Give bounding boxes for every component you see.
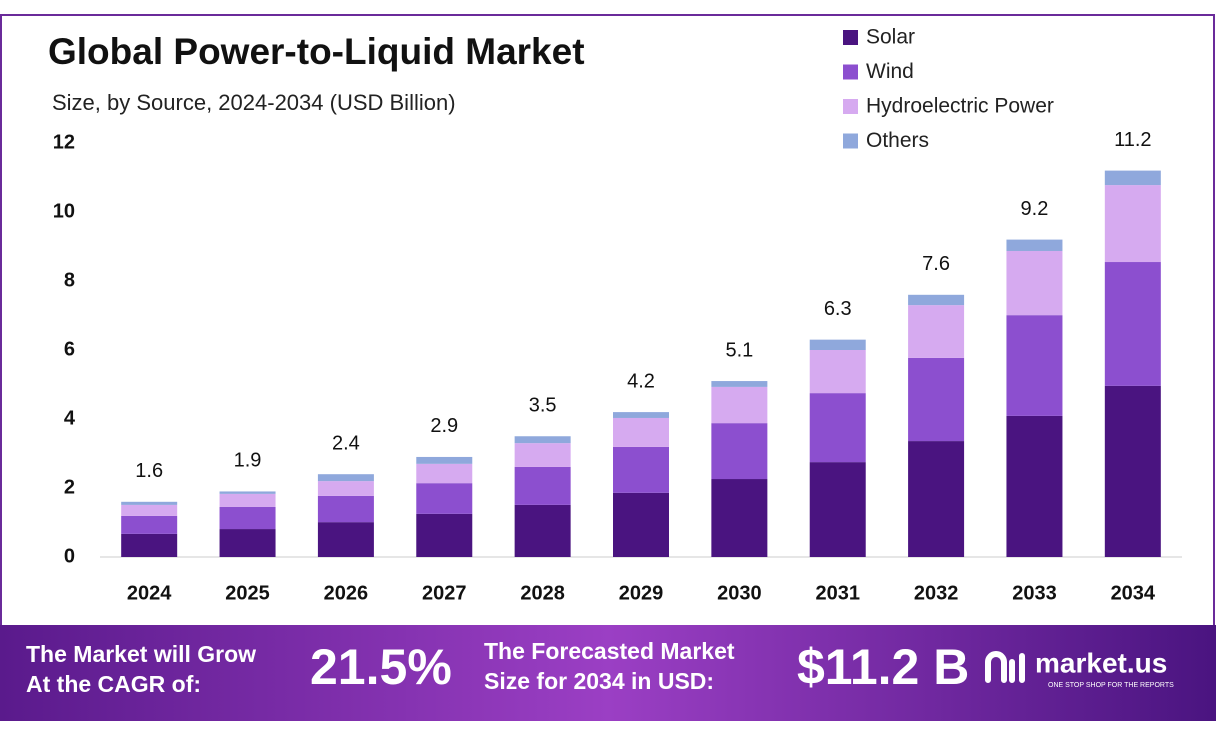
bar-segment — [908, 294, 965, 306]
bar-segment — [416, 483, 473, 514]
bar-segment — [416, 456, 473, 464]
bar-segment — [1006, 415, 1063, 557]
bar-segment — [514, 443, 571, 467]
bar-segment — [121, 515, 178, 534]
bar-segment — [121, 504, 178, 516]
total-label: 1.6 — [135, 460, 163, 482]
bar-segment — [514, 436, 571, 444]
brand: market.us — [1035, 647, 1167, 678]
bar-segment — [711, 479, 768, 557]
bar-segment — [317, 481, 374, 496]
bar-segment — [809, 339, 866, 350]
bar-segment — [809, 393, 866, 463]
bar-segment — [613, 417, 669, 447]
bar-segment — [1006, 315, 1063, 416]
bar-segment — [809, 462, 866, 557]
legend-label: Others — [866, 129, 929, 152]
x-tick-label: 2032 — [914, 582, 959, 604]
x-tick-label: 2028 — [520, 582, 565, 604]
chart-subtitle: Size, by Source, 2024-2034 (USD Billion) — [52, 90, 456, 115]
x-tick-label: 2031 — [815, 582, 860, 604]
total-label: 7.6 — [922, 253, 950, 275]
y-tick-label: 4 — [64, 407, 76, 429]
total-label: 5.1 — [725, 339, 753, 361]
legend-swatch — [843, 99, 858, 114]
bar-segment — [908, 441, 965, 557]
bar-segment — [219, 506, 276, 530]
cagr-text: At the CAGR of: — [26, 671, 201, 697]
bar-segment — [1104, 262, 1161, 386]
tagline: ONE STOP SHOP FOR THE REPORTS — [1048, 682, 1174, 689]
bar-segment — [809, 350, 866, 394]
bar-segment — [908, 357, 965, 442]
total-label: 2.4 — [332, 432, 360, 454]
x-tick-label: 2027 — [422, 582, 467, 604]
chart-title: Global Power-to-Liquid Market — [48, 31, 585, 72]
x-tick-label: 2030 — [717, 582, 762, 604]
bar-segment — [711, 423, 768, 480]
forecast-text: The Forecasted Market — [484, 638, 735, 664]
bar-segment — [711, 386, 768, 424]
x-tick-label: 2029 — [619, 582, 664, 604]
legend-swatch — [843, 64, 858, 80]
x-tick-label: 2025 — [225, 582, 270, 604]
bar-segment — [317, 474, 374, 482]
bar-segment — [613, 492, 669, 557]
bar-segment — [613, 446, 669, 493]
bar-segment — [219, 529, 276, 557]
x-tick-label: 2033 — [1012, 582, 1057, 604]
x-tick-label: 2024 — [127, 582, 172, 604]
bar-segment — [613, 412, 669, 418]
bar-segment — [317, 495, 374, 523]
bar-segment — [1104, 385, 1161, 557]
bar-segment — [219, 493, 276, 507]
brand-icon — [985, 651, 1025, 683]
cagr-text: The Market will Grow — [26, 641, 256, 667]
bar-segment — [908, 305, 965, 358]
total-label: 2.9 — [430, 415, 458, 437]
legend-swatch — [843, 133, 858, 149]
total-label: 4.2 — [627, 370, 655, 392]
bar-segment — [219, 491, 276, 494]
y-tick-label: 8 — [64, 269, 75, 291]
bar-segment — [416, 513, 473, 557]
bar-segment — [514, 504, 571, 557]
bar-segment — [1104, 170, 1161, 186]
cagr-value: 21.5% — [310, 639, 452, 695]
bar-segment — [416, 463, 473, 484]
bar-segment — [514, 466, 571, 505]
bar-segment — [121, 501, 178, 505]
forecast-text: Size for 2034 in USD: — [484, 668, 714, 694]
total-label: 1.9 — [234, 450, 262, 472]
legend-label: Hydroelectric Power — [866, 95, 1054, 118]
legend-swatch — [843, 30, 858, 45]
y-tick-label: 0 — [64, 545, 75, 567]
legend-label: Wind — [866, 60, 914, 83]
bar-segment — [1006, 239, 1063, 251]
y-tick-label: 10 — [53, 200, 75, 222]
y-tick-label: 12 — [53, 131, 75, 153]
total-label: 9.2 — [1021, 198, 1049, 220]
x-tick-label: 2034 — [1111, 582, 1156, 604]
total-label: 6.3 — [824, 298, 852, 320]
total-label: 3.5 — [529, 395, 557, 417]
total-label: 11.2 — [1114, 129, 1151, 151]
forecast-value: $11.2 B — [797, 639, 969, 695]
bar-segment — [1006, 250, 1063, 316]
y-tick-label: 2 — [64, 476, 75, 498]
legend-label: Solar — [866, 26, 915, 49]
y-tick-label: 6 — [64, 338, 75, 360]
bar-segment — [317, 522, 374, 557]
bar-segment — [1104, 185, 1161, 263]
x-tick-label: 2026 — [324, 582, 369, 604]
bar-segment — [711, 381, 768, 387]
bar-segment — [121, 533, 178, 557]
